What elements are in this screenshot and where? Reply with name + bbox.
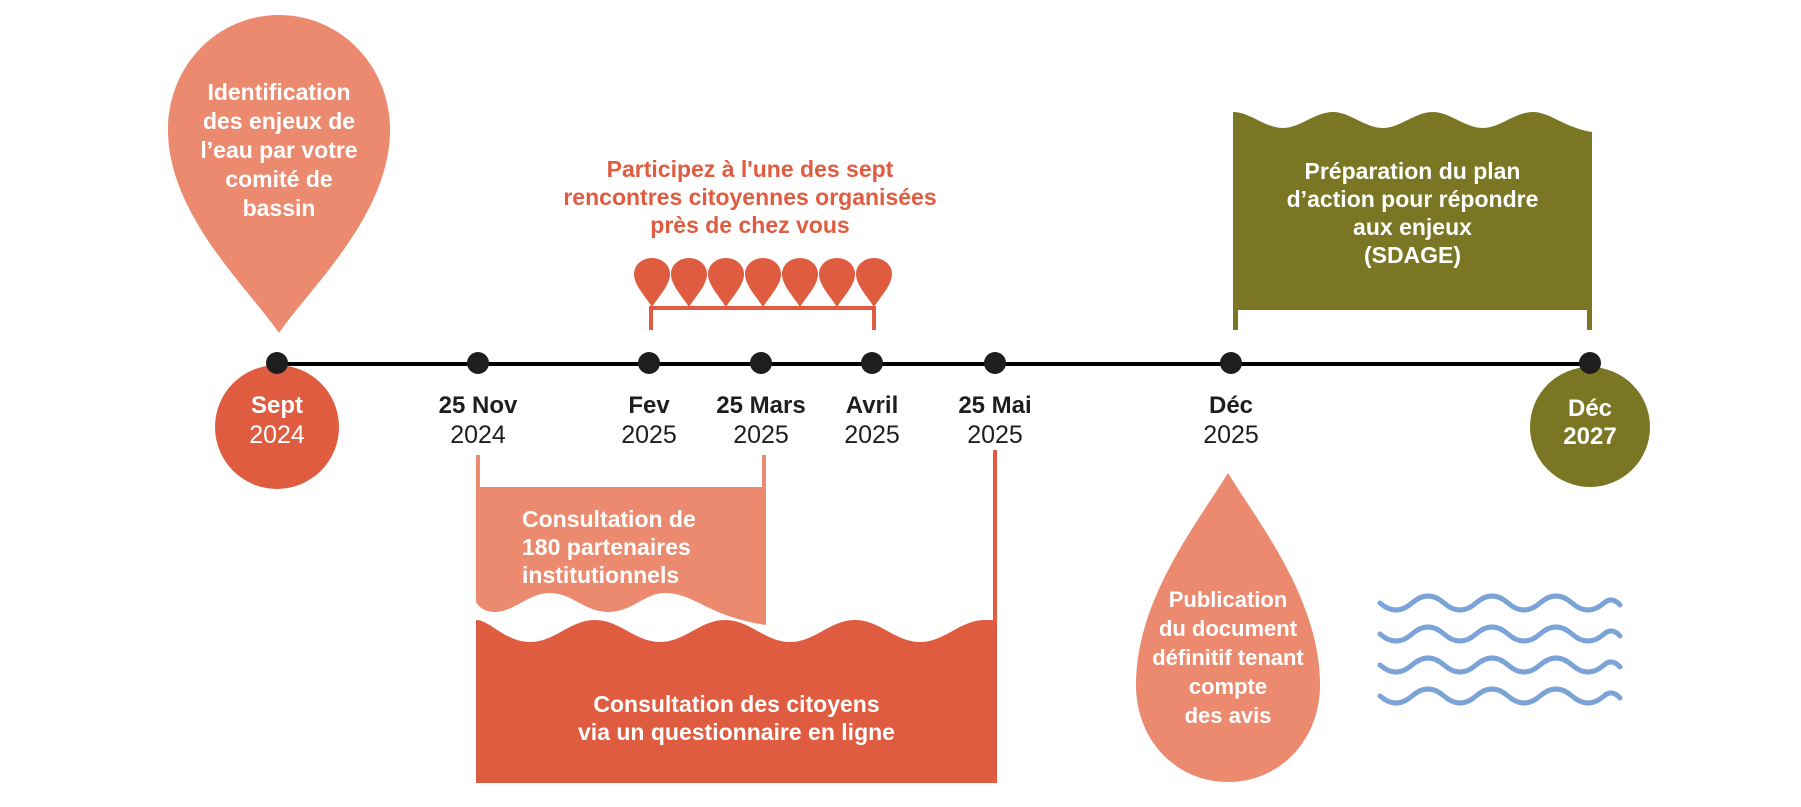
pins-bracket: [649, 306, 876, 330]
seven-pins-icon: [634, 258, 892, 307]
milestone-year: 2025: [967, 421, 1023, 449]
milestone-year: 2027: [1563, 423, 1617, 450]
milestone-year: 2025: [1203, 421, 1259, 449]
milestone-year: 2025: [844, 421, 900, 449]
milestone-month: Déc: [1567, 395, 1613, 422]
milestone-6: Déc 2025: [1171, 392, 1291, 450]
end-circle: [1530, 367, 1650, 487]
preparation-box-shape: [1233, 112, 1592, 330]
citoyens-label: Consultation des citoyens via un questio…: [578, 691, 895, 745]
preparation-label: Préparation du plan d’action pour répond…: [1286, 158, 1539, 268]
citoyens-box-shape: [476, 450, 997, 783]
milestone-0: Sept 2024: [217, 392, 337, 450]
start-circle: [215, 365, 339, 489]
milestone-4: Avril 2025: [812, 392, 932, 450]
timeline-dots: [266, 352, 1601, 374]
milestone-2: Fev 2025: [589, 392, 709, 450]
publication-label: Publication du document définitif tenant…: [1152, 587, 1304, 728]
milestone-month: 25 Mars: [716, 392, 806, 419]
milestone-month: Déc: [1208, 392, 1254, 419]
milestone-1: 25 Nov 2024: [418, 392, 538, 450]
milestone-year: 2025: [621, 421, 677, 449]
rencontres-title: Participez à l'une des sept rencontres c…: [563, 156, 937, 238]
milestone-month: 25 Nov: [438, 392, 518, 419]
identification-label: Identification des enjeux de l’eau par v…: [200, 79, 358, 221]
map-pin-shape: [168, 15, 390, 333]
partenaires-box-shape: [476, 455, 766, 625]
milestone-year: 2024: [249, 421, 305, 449]
milestone-3: 25 Mars 2025: [701, 392, 821, 450]
milestone-7: Déc 2027: [1530, 395, 1650, 451]
milestone-month: Avril: [845, 392, 899, 419]
milestone-month: Fev: [628, 392, 670, 419]
drop-shape: [1136, 473, 1320, 782]
milestone-year: 2025: [733, 421, 789, 449]
partenaires-label: Consultation de 180 partenaires institut…: [522, 506, 696, 588]
milestone-month: Sept: [250, 392, 303, 419]
milestone-5: 25 Mai 2025: [935, 392, 1055, 450]
milestone-month: 25 Mai: [958, 392, 1032, 419]
wave-lines-icon: [1377, 593, 1623, 706]
milestone-year: 2024: [450, 421, 506, 449]
